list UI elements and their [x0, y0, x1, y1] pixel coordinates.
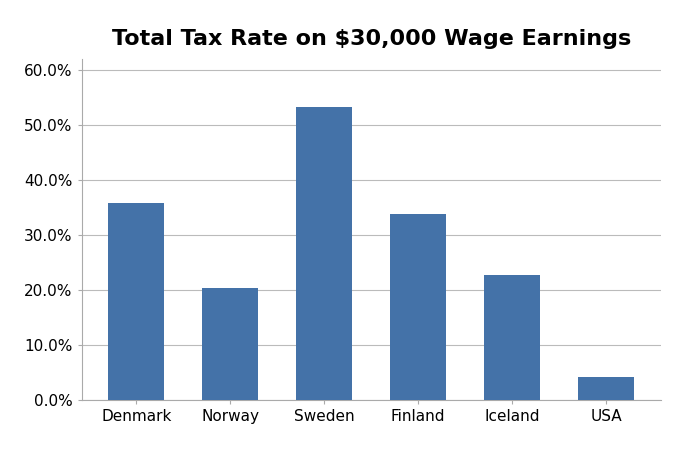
Bar: [484, 276, 540, 400]
Bar: [296, 107, 352, 400]
Bar: [578, 377, 634, 400]
Bar: [108, 203, 164, 400]
Title: Total Tax Rate on $30,000 Wage Earnings: Total Tax Rate on $30,000 Wage Earnings: [112, 29, 631, 49]
Bar: [390, 214, 446, 400]
Bar: [202, 288, 258, 400]
